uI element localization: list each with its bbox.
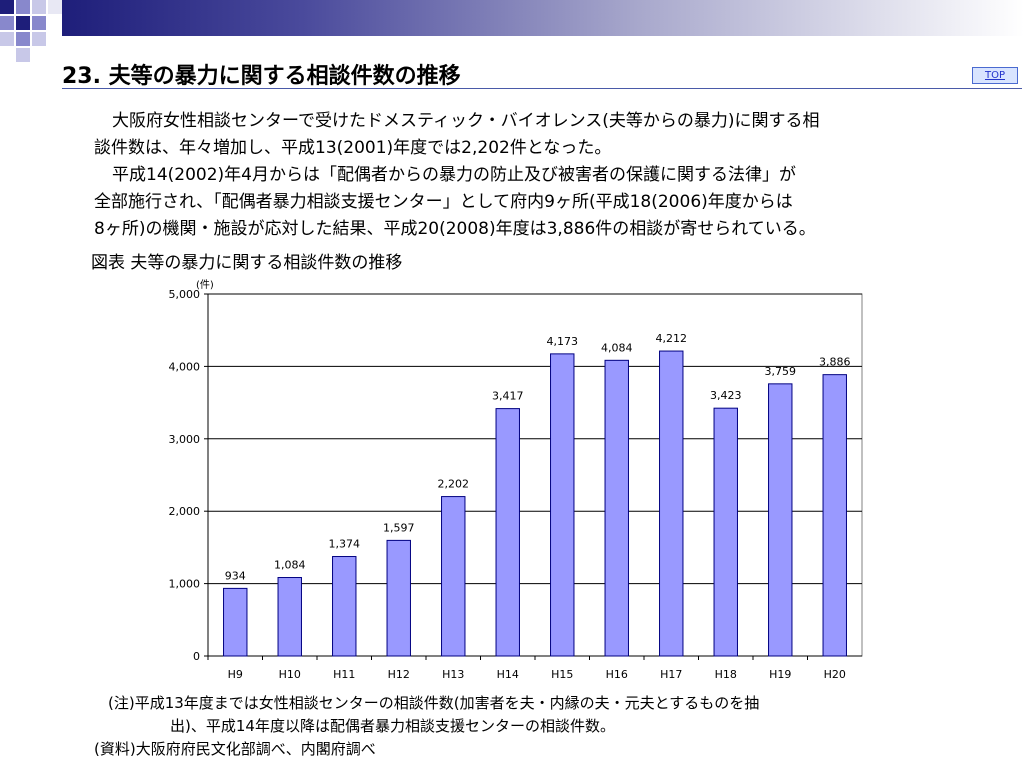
title-divider (62, 88, 1022, 89)
y-tick-label: 5,000 (169, 288, 201, 301)
data-label-H13: 2,202 (438, 478, 470, 491)
body-paragraph: 大阪府女性相談センターで受けたドメスティック・バイオレンス(夫等からの暴力)に関… (94, 108, 994, 243)
body-line-5: 8ヶ所)の機関・施設が応対した結果、平成20(2008)年度は3,886件の相談… (94, 219, 816, 239)
note-line-1: (注)平成13年度までは女性相談センターの相談件数(加害者を夫・内縁の夫・元夫と… (108, 694, 760, 712)
data-label-H14: 3,417 (492, 390, 524, 403)
data-label-H20: 3,886 (819, 356, 851, 369)
bar-H17 (659, 350, 684, 657)
bar-H15 (550, 353, 575, 657)
x-tick-label-H14: H14 (497, 668, 519, 681)
y-tick-label: 0 (193, 650, 200, 663)
bar-chart: 0 1,000 2,000 3,000 4,000 5,000(件) 934 H9 1,084 H… (169, 279, 863, 681)
bar-H12 (386, 539, 411, 657)
body-line-2: 談件数は、年々増加し、平成13(2001)年度では2,202件となった。 (94, 138, 612, 158)
data-label-H19: 3,759 (765, 365, 797, 378)
notes: (注)平成13年度までは女性相談センターの相談件数(加害者を夫・内縁の夫・元夫と… (94, 692, 760, 761)
body-line-4: 全部施行され、「配偶者暴力相談支援センター」として府内9ヶ所(平成18(2006… (94, 192, 793, 212)
data-label-H10: 1,084 (274, 559, 306, 572)
data-label-H18: 3,423 (710, 389, 742, 402)
bar-H19 (768, 383, 793, 657)
bar-H13 (441, 496, 466, 657)
bar-H18 (713, 407, 738, 657)
data-label-H17: 4,212 (656, 332, 688, 345)
x-tick-label-H17: H17 (660, 668, 682, 681)
x-tick-label-H10: H10 (279, 668, 301, 681)
body-line-1: 大阪府女性相談センターで受けたドメスティック・バイオレンス(夫等からの暴力)に関… (112, 111, 820, 131)
x-tick-label-H15: H15 (551, 668, 573, 681)
header-gradient-bar (62, 0, 1024, 36)
x-tick-label-H19: H19 (769, 668, 791, 681)
bar-H9 (223, 587, 248, 657)
data-label-H11: 1,374 (329, 538, 361, 551)
bar-H10 (277, 577, 302, 657)
data-label-H16: 4,084 (601, 341, 633, 354)
x-tick-label-H13: H13 (442, 668, 464, 681)
plot-area (207, 293, 863, 657)
y-tick-label: 2,000 (169, 505, 201, 518)
x-tick-label-H12: H12 (388, 668, 410, 681)
x-tick-label-H16: H16 (606, 668, 628, 681)
y-tick-label: 1,000 (169, 578, 201, 591)
figure-caption: 図表 夫等の暴力に関する相談件数の推移 (91, 253, 403, 273)
page-title: 23. 夫等の暴力に関する相談件数の推移 (62, 64, 461, 89)
y-axis-unit-label: (件) (196, 279, 214, 291)
source-note: (資料)大阪府府民文化部調べ、内閣府調べ (94, 740, 376, 758)
y-tick-label: 3,000 (169, 433, 201, 446)
note-line-2: 出)、平成14年度以降は配偶者暴力相談支援センターの相談件数。 (170, 717, 615, 735)
bar-H16 (604, 359, 629, 657)
bar-H14 (495, 408, 520, 657)
top-link[interactable]: TOP (972, 67, 1018, 84)
data-label-H9: 934 (225, 569, 246, 582)
x-tick-label-H20: H20 (824, 668, 846, 681)
data-label-H15: 4,173 (547, 335, 579, 348)
y-tick-label: 4,000 (169, 360, 201, 373)
x-tick-label-H11: H11 (333, 668, 355, 681)
data-label-H12: 1,597 (383, 521, 415, 534)
x-tick-label-H9: H9 (228, 668, 243, 681)
bar-H11 (332, 556, 357, 657)
body-line-3: 平成14(2002)年4月からは「配偶者からの暴力の防止及び被害者の保護に関する… (112, 165, 796, 185)
x-tick-label-H18: H18 (715, 668, 737, 681)
bar-H20 (822, 374, 847, 657)
